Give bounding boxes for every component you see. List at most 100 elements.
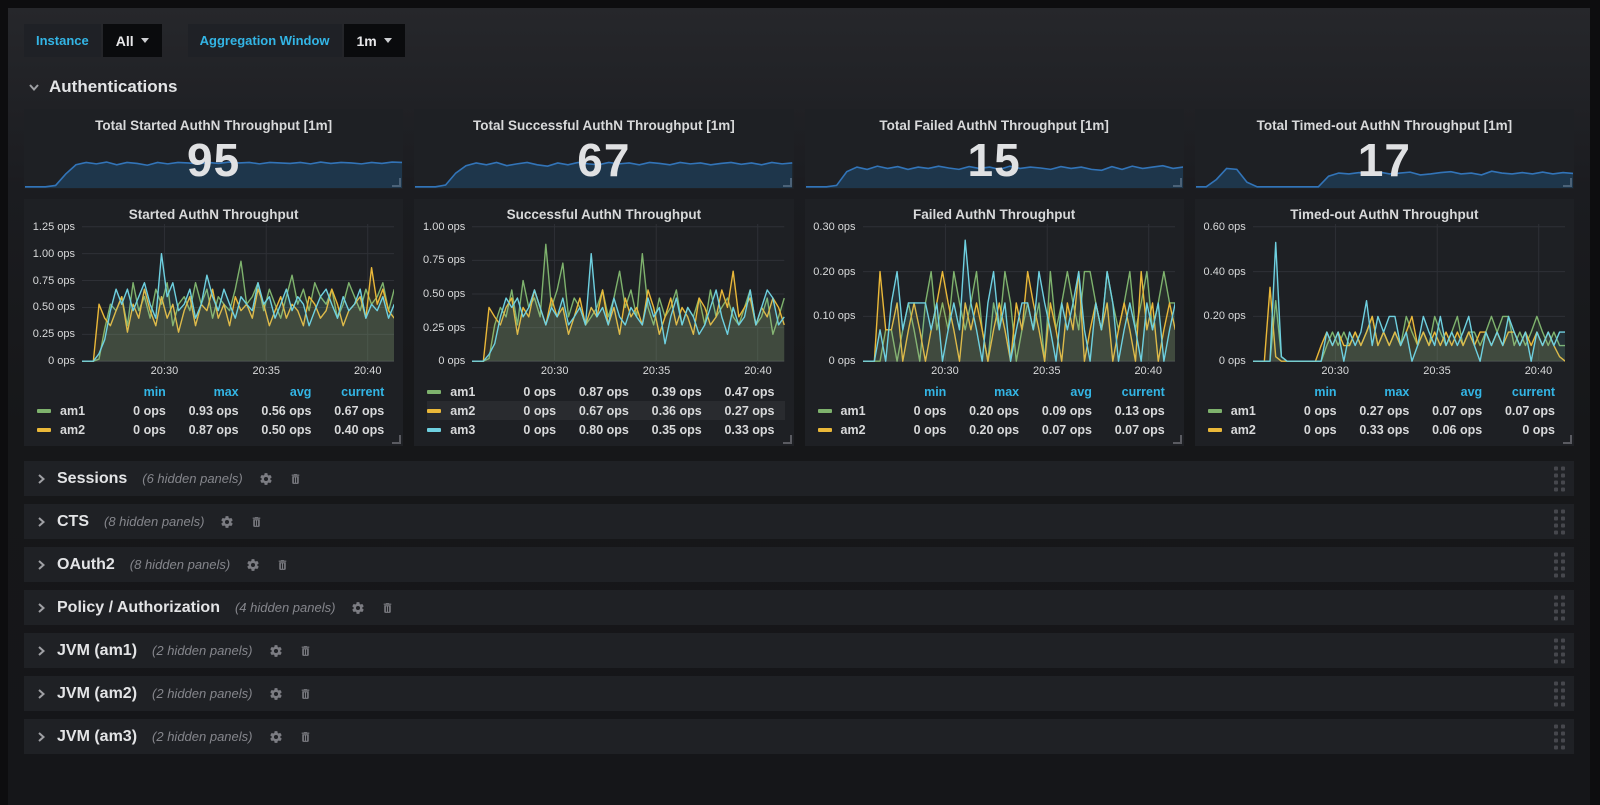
legend-row: am1 0 ops 0.93 ops 0.56 ops 0.67 ops [37, 401, 394, 420]
collapsed-sections: Sessions (6 hidden panels) CTS (8 hidden… [8, 461, 1590, 754]
chevron-down-icon [383, 38, 392, 43]
legend-value: 0 ops [523, 384, 557, 399]
y-tick-label: 0.25 ops [32, 328, 75, 341]
gear-icon[interactable] [269, 730, 283, 744]
legend-value: 0 ops [913, 422, 947, 437]
y-tick-label: 0 ops [828, 355, 856, 368]
section-header-authentications[interactable]: Authentications [8, 67, 1590, 109]
legend-value: 0.09 ops [1041, 403, 1092, 418]
variables-bar: Instance All Aggregation Window 1m [8, 8, 1590, 67]
y-tick-label: 0.75 ops [423, 254, 466, 267]
legend-row: am2 0 ops 0.20 ops 0.07 ops 0.07 ops [817, 420, 1175, 439]
dashboard: Instance All Aggregation Window 1m Authe… [8, 8, 1590, 805]
drag-handle[interactable] [1554, 724, 1565, 749]
y-tick-label: 0.50 ops [32, 301, 75, 314]
legend-series-toggle[interactable]: am1 [1207, 404, 1274, 418]
legend-value: 0 ops [133, 422, 166, 437]
legend-header-col[interactable]: current [1511, 384, 1555, 399]
legend-header: min max avg current [818, 382, 1175, 401]
legend-value: 0.27 ops [724, 403, 775, 418]
legend-series-toggle[interactable]: am2 [817, 423, 884, 437]
gear-icon[interactable] [269, 644, 283, 658]
legend-header-col[interactable]: avg [1070, 384, 1092, 399]
trash-icon[interactable] [299, 730, 312, 744]
legend-value: 0.07 ops [1432, 403, 1483, 418]
legend: am1 0 ops 0.87 ops 0.39 ops 0.47 ops am2 0 ops… [414, 381, 793, 446]
legend-series-toggle[interactable]: am1 [37, 404, 103, 418]
trash-icon[interactable] [299, 687, 312, 701]
legend-series-toggle[interactable]: am1 [817, 404, 884, 418]
legend-series-toggle[interactable]: am3 [427, 423, 493, 437]
plot-area: 0.30 ops 0.20 ops 0.10 ops 0 ops [805, 221, 1184, 368]
gear-icon[interactable] [220, 515, 234, 529]
legend-value: 0.87 ops [578, 384, 629, 399]
legend-series-toggle[interactable]: am1 [427, 385, 493, 399]
graph-panel-title[interactable]: Failed AuthN Throughput [913, 207, 1076, 222]
legend-value: 0.35 ops [651, 422, 702, 437]
y-tick-label: 0.20 ops [1203, 310, 1246, 323]
chevron-down-icon [140, 38, 149, 43]
trash-icon[interactable] [289, 472, 302, 486]
gear-icon[interactable] [351, 601, 365, 615]
stat-panel-title[interactable]: Total Failed AuthN Throughput [1m] [879, 118, 1109, 133]
legend-header-col[interactable]: current [341, 384, 385, 399]
legend-header-col[interactable]: current [1121, 384, 1165, 399]
x-tick-label: 20:35 [1032, 365, 1061, 377]
legend-series-toggle[interactable]: am2 [427, 404, 493, 418]
gear-icon[interactable] [246, 558, 260, 572]
legend-value: 0 ops [133, 403, 166, 418]
legend-header-col[interactable]: min [143, 384, 166, 399]
legend-header-col[interactable]: avg [289, 384, 312, 399]
hidden-panels-count: (2 hidden panels) [152, 643, 253, 658]
gear-icon[interactable] [259, 472, 273, 486]
legend-header-col[interactable]: min [1314, 384, 1337, 399]
stats-row: Total Started AuthN Throughput [1m] 95 T… [8, 109, 1590, 189]
instance-dropdown[interactable]: All [102, 24, 162, 57]
stat-value: 67 [577, 134, 631, 186]
legend-series-toggle[interactable]: am2 [1207, 423, 1274, 437]
drag-handle[interactable] [1554, 466, 1565, 491]
section-row-jvm-am2[interactable]: JVM (am2) (2 hidden panels) [24, 676, 1574, 711]
y-axis: 0.60 ops 0.40 ops 0.20 ops 0 ops [1195, 221, 1253, 367]
graph-panel-title[interactable]: Started AuthN Throughput [128, 207, 299, 222]
legend-header-col[interactable]: max [213, 384, 239, 399]
legend-value: 0.20 ops [969, 422, 1020, 437]
legend-header: min max avg current [1208, 382, 1565, 401]
hidden-panels-count: (6 hidden panels) [142, 471, 243, 486]
gear-icon[interactable] [269, 687, 283, 701]
section-row-policy-authorization[interactable]: Policy / Authorization (4 hidden panels) [24, 590, 1574, 625]
drag-handle[interactable] [1554, 638, 1565, 663]
hidden-panels-count: (8 hidden panels) [129, 557, 231, 572]
section-row-oauth2[interactable]: OAuth2 (8 hidden panels) [24, 547, 1574, 582]
stat-panel: Total Timed-out AuthN Throughput [1m] 17 [1194, 109, 1574, 189]
drag-handle[interactable] [1554, 509, 1565, 534]
trash-icon[interactable] [276, 558, 289, 572]
legend-row: am2 0 ops 0.33 ops 0.06 ops 0 ops [1207, 420, 1565, 439]
aggregation-dropdown[interactable]: 1m [343, 24, 405, 57]
trash-icon[interactable] [250, 515, 263, 529]
trash-icon[interactable] [381, 601, 394, 615]
stat-panel-title[interactable]: Total Successful AuthN Throughput [1m] [473, 118, 735, 133]
trash-icon[interactable] [299, 644, 312, 658]
section-row-cts[interactable]: CTS (8 hidden panels) [24, 504, 1574, 539]
drag-handle[interactable] [1554, 552, 1565, 577]
hidden-panels-count: (4 hidden panels) [234, 600, 336, 615]
y-tick-label: 0.40 ops [1203, 265, 1246, 278]
legend-header-col[interactable]: max [994, 384, 1020, 399]
legend-header-col[interactable]: avg [1460, 384, 1483, 399]
drag-handle[interactable] [1554, 681, 1565, 706]
section-row-jvm-am3[interactable]: JVM (am3) (2 hidden panels) [24, 719, 1574, 754]
graph-panel-title[interactable]: Successful AuthN Throughput [506, 207, 702, 222]
section-row-sessions[interactable]: Sessions (6 hidden panels) [24, 461, 1574, 496]
graph-panel-title[interactable]: Timed-out AuthN Throughput [1290, 207, 1479, 222]
series-color-icon [1207, 427, 1222, 432]
section-row-jvm-am1[interactable]: JVM (am1) (2 hidden panels) [24, 633, 1574, 668]
legend-header-col[interactable]: min [924, 384, 947, 399]
section-row-title: OAuth2 [57, 555, 115, 573]
legend-header-col[interactable]: max [1384, 384, 1410, 399]
legend-series-toggle[interactable]: am2 [37, 423, 103, 437]
drag-handle[interactable] [1554, 595, 1565, 620]
stat-panel-title[interactable]: Total Started AuthN Throughput [1m] [95, 118, 333, 133]
instance-variable: Instance All [24, 24, 162, 57]
stat-panel-title[interactable]: Total Timed-out AuthN Throughput [1m] [1256, 118, 1513, 133]
